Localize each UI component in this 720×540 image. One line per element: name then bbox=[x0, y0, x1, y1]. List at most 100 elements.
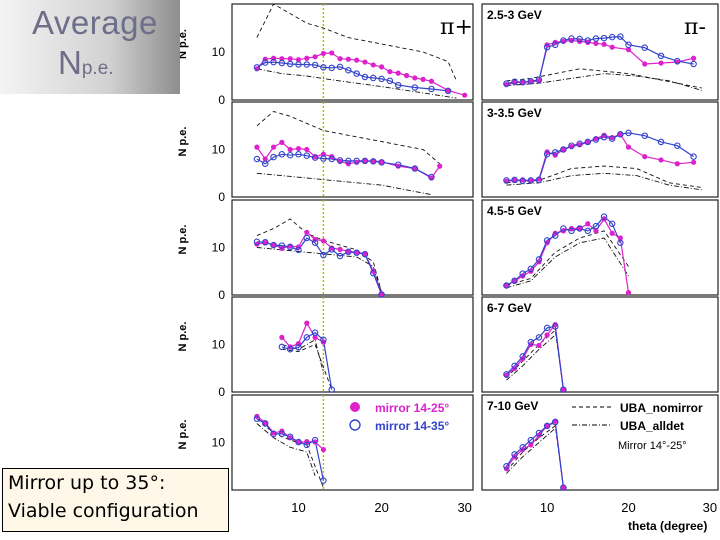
point-mirror-14-25 bbox=[560, 146, 566, 153]
series-uba-nomirror bbox=[256, 3, 457, 81]
point-mirror-14-25 bbox=[287, 146, 293, 153]
point-mirror-14-25 bbox=[642, 61, 648, 67]
point-mirror-14-25 bbox=[370, 158, 376, 164]
point-mirror-14-35 bbox=[543, 422, 551, 430]
point-mirror-14-35 bbox=[657, 52, 665, 60]
energy-range-label: 7-10 GeV bbox=[487, 399, 538, 413]
point-mirror-14-35 bbox=[560, 146, 567, 153]
point-mirror-14-25 bbox=[528, 79, 534, 85]
point-mirror-14-35 bbox=[270, 153, 277, 161]
point-mirror-14-35 bbox=[511, 78, 518, 86]
point-mirror-14-35 bbox=[328, 64, 335, 72]
point-mirror-14-35 bbox=[303, 61, 311, 68]
point-mirror-14-35 bbox=[295, 438, 302, 446]
point-mirror-14-35 bbox=[503, 462, 510, 470]
point-mirror-14-35 bbox=[543, 151, 551, 158]
point-mirror-14-35 bbox=[303, 441, 311, 449]
point-mirror-14-35 bbox=[394, 81, 402, 89]
point-mirror-14-35 bbox=[336, 63, 344, 71]
y-tick-label: 10 bbox=[212, 143, 226, 157]
point-mirror-14-25 bbox=[420, 76, 426, 82]
point-mirror-14-35 bbox=[320, 477, 327, 484]
point-mirror-14-35 bbox=[428, 85, 435, 93]
legend-sub-label: Mirror 14°-25° bbox=[618, 440, 687, 452]
point-mirror-14-35 bbox=[551, 323, 559, 330]
point-mirror-14-25 bbox=[378, 291, 385, 297]
y-axis-label: N p.e. bbox=[177, 29, 189, 59]
point-mirror-14-25 bbox=[370, 268, 376, 274]
point-mirror-14-35 bbox=[511, 451, 518, 458]
y-axis-label: N p.e. bbox=[177, 225, 189, 255]
point-mirror-14-25 bbox=[395, 70, 401, 76]
point-mirror-14-35 bbox=[353, 249, 360, 256]
point-mirror-14-35 bbox=[511, 176, 518, 184]
point-mirror-14-25 bbox=[354, 249, 360, 255]
point-mirror-14-35 bbox=[295, 151, 302, 158]
point-mirror-14-25 bbox=[320, 238, 327, 244]
point-mirror-14-35 bbox=[361, 157, 369, 165]
point-mirror-14-35 bbox=[261, 59, 269, 66]
point-mirror-14-35 bbox=[295, 344, 302, 351]
y-tick-label: 10 bbox=[212, 436, 226, 450]
point-mirror-14-35 bbox=[295, 246, 302, 254]
point-mirror-14-35 bbox=[519, 443, 526, 451]
point-mirror-14-35 bbox=[394, 161, 402, 168]
point-mirror-14-35 bbox=[253, 238, 261, 246]
point-mirror-14-25 bbox=[503, 282, 510, 289]
energy-range-label: 2.5-3 GeV bbox=[487, 8, 542, 22]
point-mirror-14-25 bbox=[658, 60, 664, 66]
point-mirror-14-25 bbox=[254, 144, 260, 150]
point-mirror-14-35 bbox=[411, 165, 419, 172]
point-mirror-14-25 bbox=[312, 334, 318, 340]
point-mirror-14-25 bbox=[412, 165, 418, 172]
point-mirror-14-25 bbox=[279, 334, 285, 340]
point-mirror-14-35 bbox=[674, 142, 681, 149]
point-mirror-14-25 bbox=[520, 79, 526, 85]
point-mirror-14-35 bbox=[576, 35, 583, 43]
point-mirror-14-25 bbox=[304, 320, 310, 326]
point-mirror-14-25 bbox=[387, 69, 393, 75]
y-tick-label: 0 bbox=[218, 288, 225, 302]
point-mirror-14-25 bbox=[362, 158, 368, 164]
point-mirror-14-25 bbox=[279, 56, 285, 62]
series-uba-alldet bbox=[281, 339, 324, 374]
point-mirror-14-35 bbox=[551, 41, 559, 49]
legend-open-marker bbox=[349, 419, 361, 431]
y-tick-label: 0 bbox=[218, 385, 225, 399]
point-mirror-14-25 bbox=[617, 235, 623, 241]
point-mirror-14-25 bbox=[674, 161, 680, 167]
point-mirror-14-35 bbox=[311, 61, 319, 69]
point-mirror-14-25 bbox=[329, 50, 335, 56]
point-mirror-14-35 bbox=[311, 436, 319, 444]
point-mirror-14-35 bbox=[336, 252, 344, 260]
point-mirror-14-25 bbox=[362, 251, 368, 257]
point-mirror-14-25 bbox=[609, 230, 615, 236]
point-mirror-14-25 bbox=[304, 229, 310, 235]
point-mirror-14-35 bbox=[278, 151, 286, 158]
point-mirror-14-35 bbox=[303, 234, 311, 242]
point-mirror-14-35 bbox=[320, 155, 327, 162]
point-mirror-14-35 bbox=[625, 129, 632, 137]
point-mirror-14-25 bbox=[601, 132, 607, 138]
point-mirror-14-25 bbox=[428, 78, 435, 84]
point-mirror-14-35 bbox=[378, 159, 385, 166]
point-mirror-14-25 bbox=[536, 342, 542, 349]
point-mirror-14-35 bbox=[527, 436, 535, 444]
point-mirror-14-35 bbox=[370, 158, 377, 165]
point-mirror-14-35 bbox=[511, 277, 518, 284]
point-mirror-14-35 bbox=[378, 291, 385, 298]
point-mirror-14-25 bbox=[511, 278, 518, 284]
conclusion-note: Mirror up to 35°: Viable configuration bbox=[2, 468, 229, 532]
series-uba-nomirror bbox=[281, 343, 333, 390]
point-mirror-14-35 bbox=[592, 222, 600, 230]
point-mirror-14-35 bbox=[303, 334, 311, 341]
point-mirror-14-35 bbox=[503, 80, 510, 87]
point-mirror-14-25 bbox=[320, 447, 327, 453]
point-mirror-14-25 bbox=[690, 55, 697, 61]
point-mirror-14-25 bbox=[362, 59, 368, 65]
point-mirror-14-35 bbox=[261, 420, 269, 427]
point-mirror-14-35 bbox=[253, 415, 261, 422]
point-mirror-14-35 bbox=[592, 35, 600, 42]
series-uba-nomirror bbox=[256, 418, 324, 488]
